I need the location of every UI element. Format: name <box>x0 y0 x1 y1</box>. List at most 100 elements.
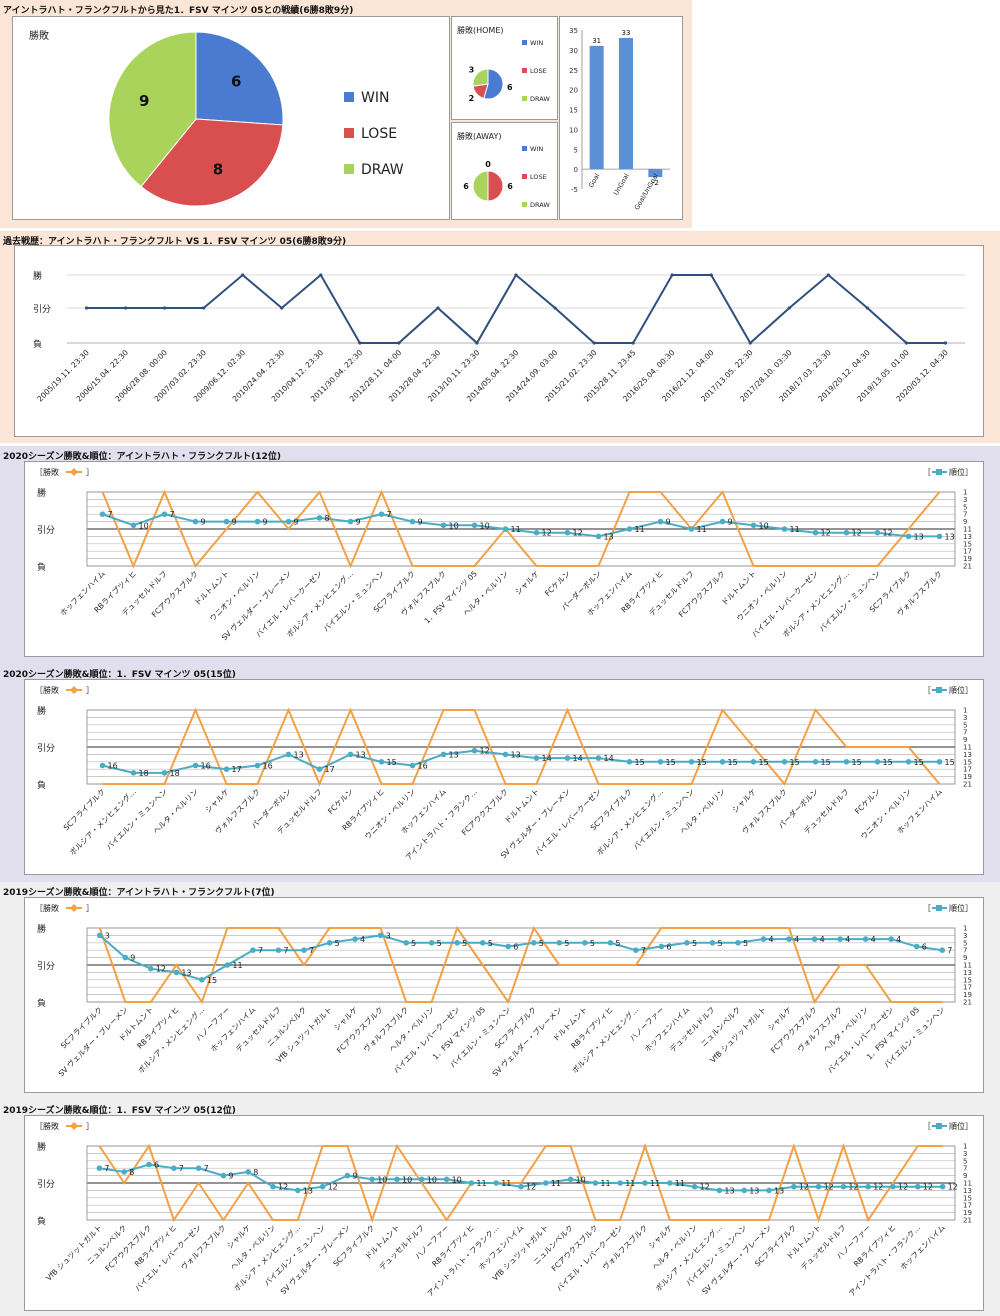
rank-tick-label: 19 <box>963 991 972 999</box>
rank-value-label: 10 <box>759 521 769 530</box>
rank-point <box>865 1183 871 1190</box>
rank-value-label: 14 <box>604 754 614 763</box>
rank-point <box>595 755 602 761</box>
rank-point <box>369 1176 376 1183</box>
rank-point <box>939 947 946 953</box>
rank-value-label: 6 <box>666 943 671 952</box>
team-label: バイエルン・ミュンヘン <box>104 787 169 852</box>
rank-point <box>223 766 230 772</box>
rank-value-label: 7 <box>283 946 288 955</box>
bar-value-label: 33 <box>622 29 631 37</box>
rank-point <box>352 936 358 942</box>
rank-point <box>146 1161 152 1168</box>
pie-label-draw: 3 <box>469 65 475 74</box>
rank-value-label: 5 <box>462 939 467 948</box>
legend-swatch-draw <box>522 202 527 207</box>
rank-value-label: 4 <box>871 935 876 944</box>
rank-value-label: 5 <box>590 939 595 948</box>
rank-point <box>936 759 943 765</box>
history-point <box>202 306 206 310</box>
legend-result-close: ］ <box>86 686 94 695</box>
rank-point <box>130 770 137 776</box>
rank-point <box>285 751 292 758</box>
rank-point <box>592 1180 599 1186</box>
rank-point <box>781 759 788 765</box>
season-title-4: 2019シーズン勝敗&順位：1．FSV マインツ 05(12位) <box>3 1106 236 1116</box>
season-panel-2: 2020シーズン勝敗&順位：1．FSV マインツ 05(15位) ［勝敗 ］ ［ 順位… <box>0 664 1000 882</box>
team-label: デュッセルドルフ <box>233 1004 282 1053</box>
rank-point <box>837 936 843 942</box>
rank-value-label: 15 <box>759 758 769 767</box>
rank-point <box>301 947 307 953</box>
legend-rank-open: ［ <box>923 468 931 477</box>
rank-tick-label: 7 <box>963 729 967 737</box>
rank-point <box>843 759 850 765</box>
rank-value-label: 9 <box>232 518 237 527</box>
y-tick-label: 20 <box>569 87 578 95</box>
legend-rank-open: ［ <box>923 686 931 695</box>
legend-result-close: ］ <box>86 468 94 477</box>
y-tick-label: 15 <box>569 107 578 115</box>
rank-point <box>223 518 230 525</box>
rank-point <box>657 518 664 525</box>
y-tick-label: 35 <box>569 27 578 35</box>
rank-value-label: 5 <box>692 939 697 948</box>
rank-value-label: 7 <box>309 946 314 955</box>
rank-point <box>658 943 665 950</box>
rank-point <box>716 1187 723 1194</box>
rank-point <box>270 1183 276 1190</box>
rank-value-label: 10 <box>377 1175 387 1184</box>
legend-rank-marker <box>936 905 942 911</box>
history-box: 勝引分負 2005/19.11. 23:30 2006/15.04. 22:30 20… <box>14 245 984 437</box>
rank-point <box>874 759 881 765</box>
rank-point <box>667 1180 673 1186</box>
pie-label-lose: 8 <box>213 161 223 179</box>
rank-tick-label: 5 <box>963 1157 967 1165</box>
rank-tick-label: 1 <box>963 707 967 715</box>
rank-value-label: 10 <box>402 1175 412 1184</box>
rank-value-label: 12 <box>526 1183 536 1192</box>
rank-value-label: 4 <box>896 935 901 944</box>
history-point <box>865 306 869 310</box>
y-label: 負 <box>37 1215 46 1227</box>
y-label: 引分 <box>37 1179 55 1190</box>
rank-value-label: 13 <box>749 1186 759 1195</box>
rank-tick-label: 7 <box>963 947 967 955</box>
rank-tick-label: 13 <box>963 751 972 759</box>
result-line <box>98 1142 943 1224</box>
rank-value-label: 17 <box>325 765 335 774</box>
rank-value-label: 14 <box>573 754 583 763</box>
rank-tick-label: 13 <box>963 969 972 977</box>
rank-value-label: 11 <box>600 1179 610 1188</box>
rank-value-label: 11 <box>625 1179 635 1188</box>
rank-value-label: 12 <box>821 529 831 538</box>
rank-point <box>936 533 943 540</box>
rank-value-label: 12 <box>328 1183 338 1192</box>
rank-point <box>595 533 602 540</box>
rank-point <box>888 936 894 942</box>
rank-point <box>471 747 478 754</box>
team-label: ヴォルフスブルク <box>795 1004 844 1053</box>
rank-point <box>96 1165 103 1171</box>
rank-value-label: 16 <box>418 762 428 771</box>
rank-value-label: 8 <box>129 1168 134 1177</box>
rank-value-label: 13 <box>511 750 521 759</box>
rank-tick-label: 15 <box>963 540 972 548</box>
y-label: 引分 <box>37 743 55 754</box>
rank-value-label: 10 <box>427 1175 437 1184</box>
team-label: SCフライブルク <box>331 1222 377 1268</box>
rank-value-label: 5 <box>335 939 340 948</box>
legend-result-close: ］ <box>86 1122 94 1131</box>
legend-label-win: WIN <box>361 90 389 106</box>
rank-value-label: 9 <box>228 1172 233 1181</box>
rank-point <box>812 759 819 765</box>
rank-point <box>192 762 199 769</box>
rank-tick-label: 1 <box>963 925 967 933</box>
history-panel: 過去戦歴：アイントラハト・フランクフルト VS 1．FSV マインツ 05(6勝… <box>0 231 1000 443</box>
legend-swatch-lose <box>522 68 527 73</box>
rank-value-label: 12 <box>923 1183 933 1192</box>
rank-point <box>811 936 818 942</box>
history-point <box>514 273 518 277</box>
